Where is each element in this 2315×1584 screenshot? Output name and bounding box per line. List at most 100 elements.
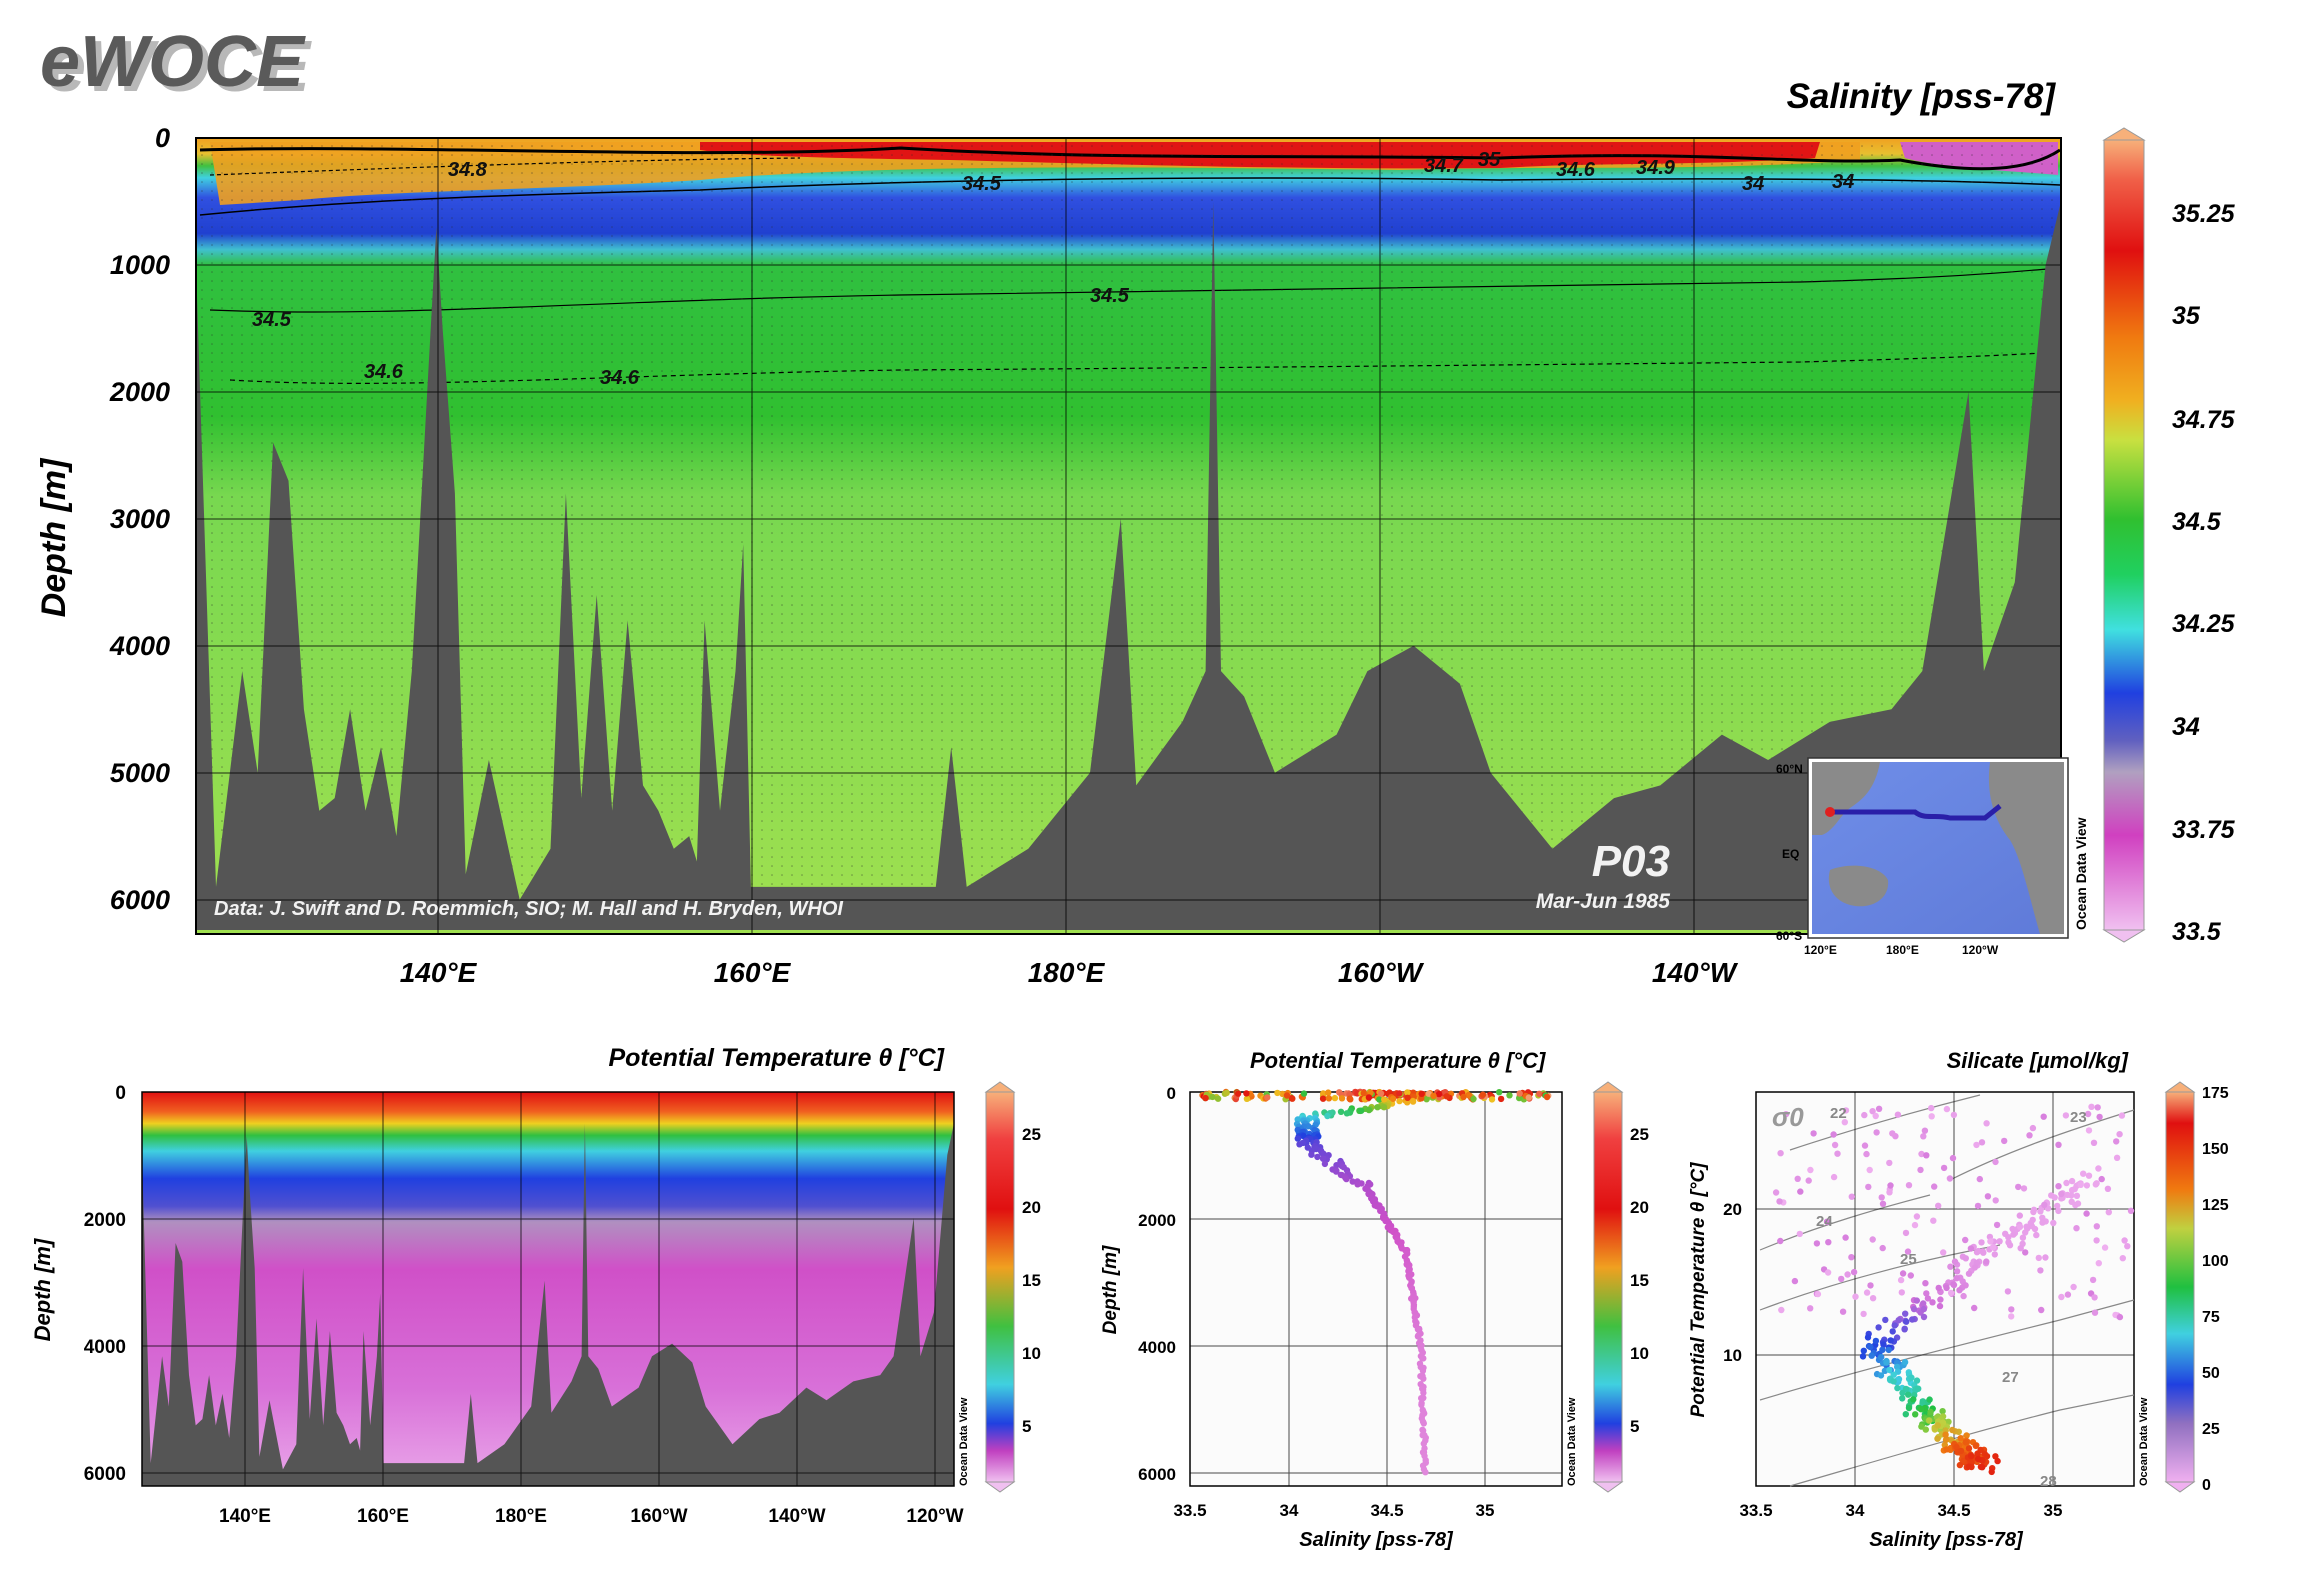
silicate-colorbar-tick: 125 <box>2202 1197 2229 1214</box>
main-y-ticks: 0 1000 2000 3000 4000 5000 6000 <box>109 123 170 915</box>
temp-y-tick: 6000 <box>84 1464 126 1485</box>
ts-point <box>1898 1289 1906 1296</box>
ts-point <box>1991 1251 1999 1258</box>
profile-title: Potential Temperature θ [°C] <box>1250 1048 1546 1073</box>
ts-point <box>1962 1255 1970 1262</box>
ts-point <box>1967 1245 1975 1252</box>
ts-point <box>2058 1293 2065 1301</box>
temp-colorbar-tick: 25 <box>1022 1125 1041 1144</box>
ts-point <box>1814 1290 1822 1298</box>
salinity-colorbar: 35.25 35 34.75 34.5 34.25 34 33.75 33.5 <box>2102 127 2236 946</box>
profile-point <box>1430 1092 1437 1100</box>
temp-x-tick: 120°W <box>906 1506 963 1527</box>
profile-point <box>1243 1090 1250 1097</box>
silicate-colorbar-tick: 150 <box>2202 1141 2229 1158</box>
profile-point <box>1338 1095 1346 1102</box>
isopycnal-label: 28 <box>2040 1473 2057 1490</box>
ts-point <box>2010 1231 2017 1238</box>
ts-point <box>1901 1359 1909 1366</box>
ts-point <box>1869 1108 1876 1115</box>
profile-point <box>1314 1153 1321 1161</box>
ts-point <box>2054 1202 2061 1210</box>
ts-point <box>1993 1221 2001 1229</box>
ts-point <box>1889 1130 1896 1137</box>
profile-point <box>1296 1141 1303 1148</box>
ts-point <box>1945 1418 1952 1426</box>
profile-point <box>1389 1095 1397 1103</box>
x-tick-label: 160°W <box>1338 957 1425 988</box>
ts-point <box>1950 1111 1958 1119</box>
ts-point <box>1805 1177 1812 1184</box>
ts-point <box>1866 1166 1873 1174</box>
ts-point <box>1934 1422 1941 1429</box>
ts-grid <box>1756 1092 2134 1486</box>
temp-plot-frame <box>141 1091 955 1487</box>
ts-point <box>2019 1234 2027 1241</box>
ts-point <box>2055 1183 2062 1190</box>
ts-point <box>1902 1310 1909 1317</box>
ts-point <box>2073 1192 2081 1200</box>
ts-point <box>1973 1249 1981 1256</box>
ts-point <box>1957 1447 1965 1455</box>
ts-point <box>1965 1445 1973 1452</box>
ts-point <box>1859 1353 1867 1360</box>
silicate-colorbar-tick: 100 <box>2202 1253 2229 1270</box>
ts-point <box>1924 1295 1932 1302</box>
ts-point <box>2001 1137 2008 1145</box>
main-salinity-section <box>196 138 2061 934</box>
isopycnal-label: 22 <box>1830 1105 1847 1122</box>
ts-point <box>2104 1185 2112 1193</box>
ts-point <box>1895 1317 1902 1324</box>
profile-point <box>1223 1089 1230 1097</box>
ts-point <box>2038 1306 2045 1314</box>
ts-point <box>2101 1244 2109 1251</box>
ts-point <box>2031 1225 2039 1233</box>
ts-point <box>1983 1453 1991 1460</box>
profile-point <box>1423 1096 1430 1103</box>
ts-point <box>1886 1366 1893 1374</box>
y-tick-label: 5000 <box>110 758 170 788</box>
profile-scatter <box>1199 1088 1552 1476</box>
profile-point <box>1320 1090 1327 1097</box>
profile-point <box>1488 1096 1496 1103</box>
ts-point <box>1848 1193 1856 1200</box>
ts-point <box>1910 1305 1918 1313</box>
ts-point <box>2095 1260 2102 1267</box>
y-tick-label: 6000 <box>110 885 170 915</box>
ts-point <box>2093 1237 2100 1244</box>
ts-point <box>2073 1225 2080 1232</box>
colorbar-tick: 34.25 <box>2172 610 2236 638</box>
ts-point <box>1915 1385 1922 1392</box>
ts-point <box>1813 1240 1821 1247</box>
profile-point <box>1376 1096 1383 1103</box>
ts-point <box>1772 1189 1780 1196</box>
ts-y-axis-label: Potential Temperature θ [°C] <box>1688 1162 1709 1418</box>
ts-point <box>1899 1270 1907 1277</box>
ts-point <box>1988 1468 1995 1476</box>
ts-point <box>2116 1313 2124 1321</box>
ts-point <box>2026 1132 2033 1139</box>
ts-point <box>1901 1325 1908 1333</box>
ts-point <box>1983 1258 1990 1265</box>
ts-point <box>2116 1131 2123 1138</box>
ts-point <box>1923 1152 1930 1159</box>
ts-point <box>1904 1248 1912 1255</box>
ts-point <box>1777 1150 1784 1157</box>
map-lat-label: EQ <box>1782 847 1799 861</box>
ts-point <box>2042 1254 2049 1261</box>
temp-section-title: Potential Temperature θ [°C] <box>608 1044 945 1072</box>
ts-point <box>1830 1173 1838 1181</box>
ts-point <box>1791 1277 1799 1285</box>
profile-point <box>1404 1094 1411 1102</box>
ts-point <box>1923 1290 1930 1297</box>
profile-point <box>1377 1090 1385 1097</box>
ts-x-tick: 34.5 <box>1937 1501 1970 1520</box>
ts-point <box>1962 1236 1969 1244</box>
colorbar-tick: 33.75 <box>2172 816 2236 844</box>
ts-point <box>1850 1268 1858 1276</box>
ts-point <box>1861 1142 1869 1149</box>
station-map-inset: 60°N EQ 60°S 120°E 180°E 120°W Ocean Dat… <box>1776 757 2089 957</box>
ts-point <box>1956 1287 1963 1294</box>
profile-point <box>1404 1089 1411 1096</box>
profile-point <box>1420 1440 1428 1447</box>
